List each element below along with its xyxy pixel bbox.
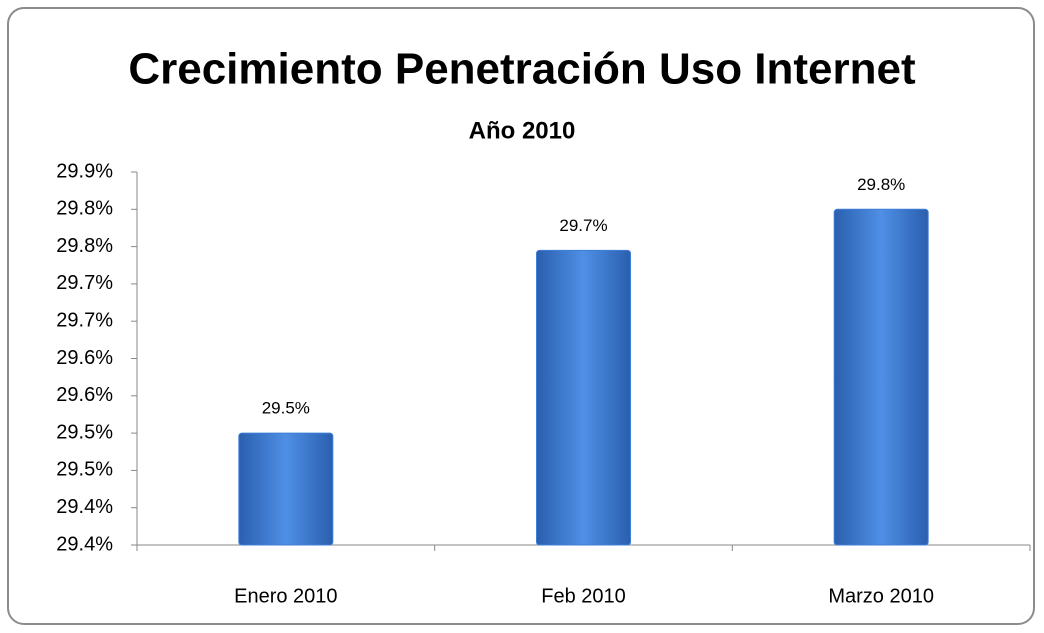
y-tick-label: 29.6%: [56, 384, 113, 406]
y-tick-label: 29.8%: [56, 235, 113, 257]
bar: [238, 432, 334, 546]
x-tick-label: Marzo 2010: [828, 585, 934, 607]
y-tick-label: 29.9%: [56, 160, 113, 182]
y-tick-label: 29.4%: [56, 533, 113, 555]
bar: [833, 208, 929, 546]
y-tick-label: 29.8%: [56, 198, 113, 220]
x-tick-label: Enero 2010: [234, 585, 337, 607]
value-label: 29.7%: [559, 216, 607, 235]
bar: [536, 249, 631, 546]
y-tick-label: 29.6%: [56, 347, 113, 369]
value-label: 29.8%: [857, 175, 905, 194]
x-tick-label: Feb 2010: [541, 585, 626, 607]
y-tick-label: 29.5%: [56, 421, 113, 443]
y-tick-label: 29.5%: [56, 459, 113, 481]
chart-subtitle: Año 2010: [469, 117, 576, 144]
y-tick-label: 29.4%: [56, 496, 113, 518]
y-tick-label: 29.7%: [56, 309, 113, 331]
y-tick-label: 29.7%: [56, 272, 113, 294]
chart-title: Crecimiento Penetración Uso Internet: [128, 45, 916, 94]
value-label: 29.5%: [262, 399, 310, 418]
